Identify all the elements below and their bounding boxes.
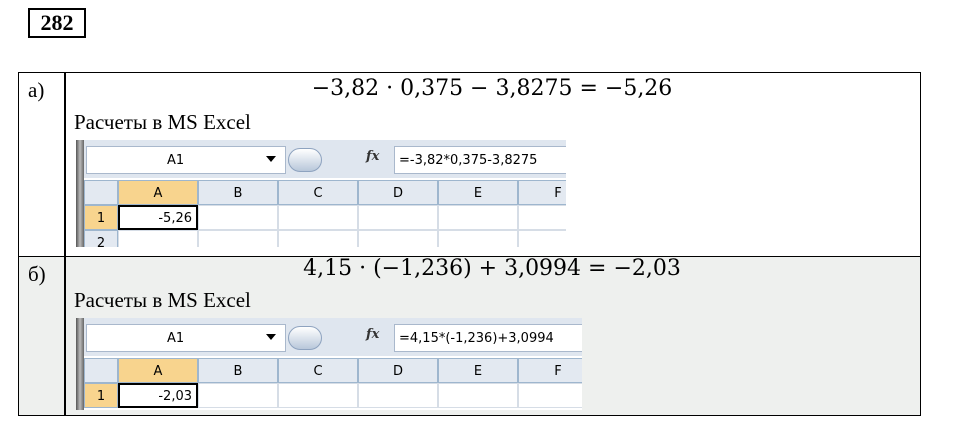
column-header: C <box>278 180 358 205</box>
dropdown-arrow <box>266 156 276 162</box>
cell <box>198 230 278 247</box>
column-divider <box>64 72 66 416</box>
caption: Расчеты в MS Excel <box>74 288 251 312</box>
cell <box>518 230 566 247</box>
cell <box>438 383 518 408</box>
formula-box: =4,15*(-1,236)+3,0994 <box>394 324 582 352</box>
problem-number: 282 <box>28 8 86 38</box>
select-all-corner <box>84 358 118 383</box>
column-header: E <box>438 180 518 205</box>
window-edge <box>76 140 84 247</box>
cell <box>518 205 566 230</box>
equation: −3,82 · 0,375 − 3,8275 = −5,26 <box>311 76 673 101</box>
fx-button: fx <box>366 327 380 342</box>
cell <box>118 230 198 247</box>
column-header: C <box>278 358 358 383</box>
cell <box>358 205 438 230</box>
dropdown-arrow <box>266 334 276 340</box>
row-header: 1 <box>84 383 118 408</box>
column-header: F <box>518 180 566 205</box>
item-label: а) <box>28 78 45 102</box>
caption: Расчеты в MS Excel <box>74 110 251 134</box>
cell <box>278 383 358 408</box>
column-header: D <box>358 358 438 383</box>
row-header: 2 <box>84 230 118 247</box>
cell <box>438 205 518 230</box>
name-box: A1 <box>86 324 286 352</box>
row-header: 1 <box>84 205 118 230</box>
active-cell: -5,26 <box>118 205 198 230</box>
column-header: D <box>358 180 438 205</box>
expand-button <box>288 326 322 350</box>
cell <box>278 205 358 230</box>
active-cell: -2,03 <box>118 383 198 408</box>
column-header: B <box>198 180 278 205</box>
column-header: F <box>518 358 582 383</box>
cell <box>358 230 438 247</box>
cell <box>518 383 582 408</box>
column-header: E <box>438 358 518 383</box>
cell <box>198 383 278 408</box>
excel-screenshot: A1 fx =4,15*(-1,236)+3,0994 A B C D E F 1 -2,03 <box>76 318 582 410</box>
select-all-corner <box>84 180 118 205</box>
cell <box>198 205 278 230</box>
formula-box: =-3,82*0,375-3,8275 <box>394 146 566 174</box>
column-header: A <box>118 180 198 205</box>
cell <box>358 383 438 408</box>
column-header: A <box>118 358 198 383</box>
excel-screenshot: A1 fx =-3,82*0,375-3,8275 A B C D E F 1 2 -5,26 <box>76 140 566 247</box>
expand-button <box>288 148 322 172</box>
fx-button: fx <box>366 149 380 164</box>
equation: 4,15 · (−1,236) + 3,0994 = −2,03 <box>303 256 681 281</box>
name-box: A1 <box>86 146 286 174</box>
column-header: B <box>198 358 278 383</box>
item-label: б) <box>28 262 46 286</box>
window-edge <box>76 318 84 410</box>
cell <box>438 230 518 247</box>
cell <box>278 230 358 247</box>
